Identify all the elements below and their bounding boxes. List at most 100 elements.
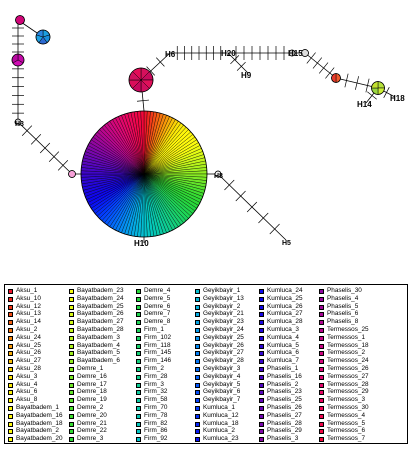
mutation-tick <box>48 151 60 162</box>
haplotype-node-h6 <box>128 67 154 93</box>
legend-swatch <box>69 429 74 435</box>
haplotype-node-h3 <box>14 118 22 126</box>
haplotype-label-h8: H8 <box>214 173 223 180</box>
legend-swatch <box>69 304 74 310</box>
legend-swatch <box>195 390 200 396</box>
legend-swatch <box>319 359 324 365</box>
mutation-tick <box>136 99 150 102</box>
legend-swatch <box>69 398 74 404</box>
legend-swatch <box>69 351 74 357</box>
legend-label: Kumluca_1 <box>203 404 235 411</box>
legend-label: Phaselis_4 <box>327 294 359 302</box>
pie-outline <box>288 49 296 57</box>
legend-label: Firm_145 <box>144 349 171 357</box>
legend-label: Firm_102 <box>144 333 171 341</box>
legend-swatch <box>319 289 324 294</box>
legend-swatch <box>319 374 324 380</box>
legend-swatch <box>195 320 200 326</box>
legend-label: Aksu_2 <box>16 326 38 333</box>
legend-swatch <box>136 390 141 396</box>
legend-swatch <box>195 289 200 294</box>
legend-swatch <box>259 398 264 404</box>
legend-label: Geyikbayir_13 <box>203 294 244 302</box>
legend-label: Geyikbayir_4 <box>203 372 241 380</box>
haplotype-network: H6 H20 H15 H9 H14 H18 H3 H8 H10 H5 <box>11 15 405 248</box>
legend-label: Bayatbadem_2 <box>16 427 59 435</box>
legend-swatch <box>319 343 324 349</box>
legend-label: Firm_86 <box>144 427 168 435</box>
legend-swatch <box>195 374 200 380</box>
legend-swatch <box>195 312 200 318</box>
mutation-tick <box>21 125 33 136</box>
legend-swatch <box>319 328 324 333</box>
network-edge <box>304 52 337 79</box>
haplotype-node-e <box>301 49 309 57</box>
legend-swatch <box>136 382 141 388</box>
legend-label: Termessos_7 <box>327 435 366 443</box>
legend-swatch <box>8 304 13 310</box>
legend-swatch <box>259 312 264 318</box>
legend-label: Demre_2 <box>77 404 104 411</box>
legend-swatch <box>259 343 264 349</box>
legend-label: Kumluca_23 <box>203 435 239 443</box>
legend-swatch <box>259 406 264 411</box>
legend-swatch <box>136 312 141 318</box>
legend-swatch <box>259 367 264 372</box>
legend-label: Firm_32 <box>144 388 168 396</box>
legend: Aksu_1 Aksu_10 Aksu_12 Aksu_13 Aksu_14 Aksu_2… <box>4 284 408 444</box>
legend-label: Geyikbayir_1 <box>203 287 241 294</box>
legend-swatch <box>8 328 13 333</box>
mutation-tick <box>365 78 370 93</box>
haplotype-label-h6: H6 <box>165 50 176 59</box>
legend-swatch <box>8 367 13 372</box>
legend-label: Kumluca_2 <box>203 427 235 435</box>
legend-swatch <box>8 421 13 427</box>
legend-swatch <box>69 289 74 294</box>
legend-swatch <box>8 413 13 419</box>
legend-swatch <box>136 296 141 302</box>
legend-swatch <box>319 335 324 341</box>
legend-label: Aksu_27 <box>16 357 41 365</box>
mutation-tick <box>246 201 258 213</box>
legend-label: Firm_146 <box>144 357 171 365</box>
legend-label: Demre_7 <box>144 310 171 318</box>
legend-swatch <box>259 359 264 365</box>
legend-swatch <box>8 359 13 365</box>
haplotype-label-h14: H14 <box>357 100 372 109</box>
pie-outline <box>331 73 341 83</box>
legend-label: Geyikbayir_23 <box>203 318 244 326</box>
legend-label: Demre_1 <box>77 365 104 372</box>
mutation-tick <box>57 160 69 171</box>
legend-swatch <box>136 359 141 365</box>
network-edges <box>12 19 396 243</box>
legend-swatch <box>319 406 324 411</box>
legend-label: Phaselis_2 <box>267 380 299 388</box>
legend-swatch <box>8 437 13 443</box>
legend-swatch <box>195 328 200 333</box>
haplotype-label-h10: H10 <box>134 239 149 248</box>
legend-swatch <box>69 374 74 380</box>
legend-swatch <box>136 289 141 294</box>
legend-label: Kumluca_28 <box>267 318 303 326</box>
legend-swatch <box>195 335 200 341</box>
legend-label: Termessos_6 <box>327 427 366 435</box>
legend-swatch <box>136 335 141 341</box>
haplotype-label-h15: H15 <box>288 49 303 58</box>
legend-label: Termessos_4 <box>327 411 366 419</box>
legend-swatch <box>259 289 264 294</box>
legend-swatch <box>195 382 200 388</box>
mutation-tick <box>30 134 42 145</box>
legend-swatch <box>8 382 13 388</box>
legend-label: Bayatbadem_24 <box>77 294 124 302</box>
legend-swatch <box>136 343 141 349</box>
legend-swatch <box>8 289 13 294</box>
legend-label: Termessos_28 <box>327 380 369 388</box>
legend-swatch <box>136 320 141 326</box>
legend-label: Phaselis_1 <box>267 365 299 372</box>
legend-label: Termessos_1 <box>327 333 366 341</box>
legend-label: Aksu_1 <box>16 287 38 294</box>
legend-swatch <box>195 406 200 411</box>
pie-outline <box>214 170 222 178</box>
legend-label: Firm_78 <box>144 411 168 419</box>
legend-label: Geyikbayir_28 <box>203 357 244 365</box>
